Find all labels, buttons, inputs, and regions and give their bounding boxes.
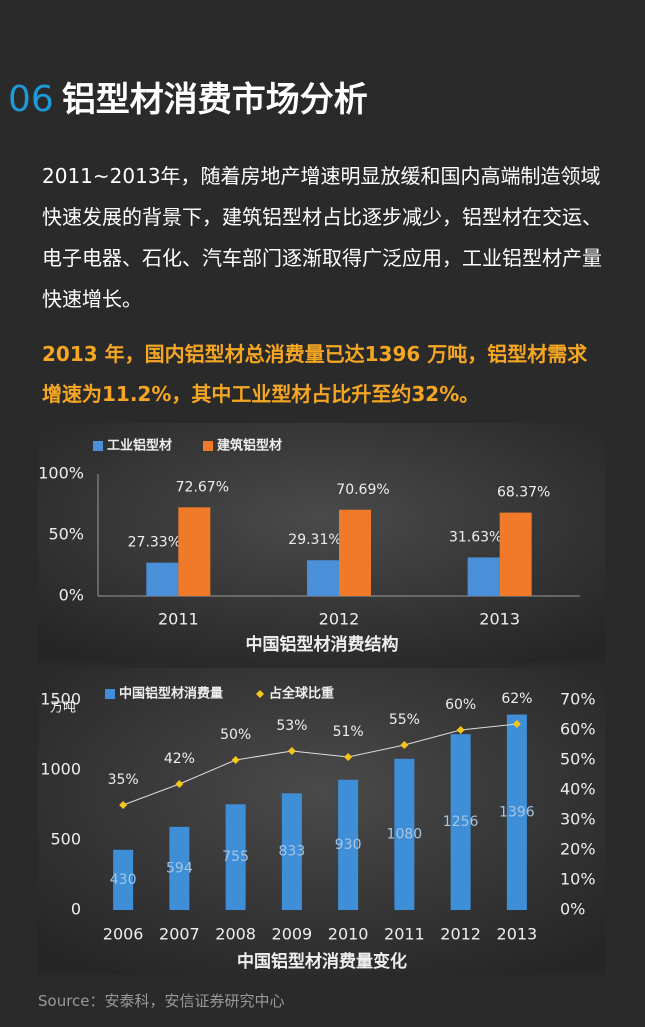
paragraph: 2011~2013年，随着房地产增速明显放缓和国内高端制造领域快速发展的背景下，… [42,164,602,311]
marker [231,756,240,764]
x-tick-label: 2013 [479,610,520,629]
marker [175,780,184,788]
data-label: 27.33% [128,535,181,551]
x-tick-label: 2011 [158,610,199,629]
marker [119,801,128,809]
data-label: 29.31% [288,532,341,548]
line [122,723,517,806]
legend-label: 中国铝型材消费量 [119,686,223,702]
data-label: 1396 [499,804,535,820]
bar [178,507,211,596]
bar [506,714,527,910]
bar [467,557,500,596]
marker [512,720,521,728]
highlight: 2013 年，国内铝型材总消费量已达1396 万吨，铝型材需求增速为11.2%，… [42,342,588,406]
y-tick-label: 1000 [40,760,81,779]
legend-label: 占全球比重 [269,686,334,702]
y2-tick-label: 10% [560,870,596,889]
source: Source：安泰科，安信证券研究中心 [38,992,285,1010]
header: 06 铝型材消费市场分析 [8,72,368,121]
x-tick-label: 2007 [159,925,200,944]
chart-title: 中国铝型材消费量变化 [237,951,407,972]
x-tick-label: 2009 [272,925,313,944]
data-label: 35% [108,772,139,788]
data-label: 31.63% [449,529,502,545]
bar [338,779,359,910]
bar [499,512,532,596]
x-tick-label: 2010 [328,925,369,944]
marker [400,741,409,749]
bar [146,562,179,596]
y2-tick-label: 0% [560,900,585,919]
legend-label: 建筑铝型材 [217,438,282,454]
data-label: 594 [166,860,193,876]
bar [225,804,246,910]
y2-tick-label: 40% [560,780,596,799]
y2-tick-label: 20% [560,840,596,859]
y2-tick-label: 50% [560,750,596,769]
x-tick-label: 2011 [384,925,425,944]
x-tick-label: 2013 [497,925,538,944]
data-label: 1256 [443,814,479,830]
data-label: 430 [110,872,137,888]
data-label: 72.67% [176,479,229,495]
y-axis-label: 万吨 [50,701,76,716]
y-tick-label: 100% [38,464,84,483]
bar [394,758,415,910]
legend-swatch [203,441,213,451]
legend-label: 工业铝型材 [107,438,172,454]
bar [339,509,371,596]
marker [287,747,296,755]
data-label: 55% [389,712,420,728]
section-number: 06 [8,79,54,120]
data-label: 930 [335,837,362,853]
data-label: 53% [276,718,307,734]
data-label: 833 [279,844,306,860]
legend-swatch [105,689,115,699]
bar [169,826,190,910]
x-tick-label: 2012 [319,610,360,629]
bar [307,560,339,596]
data-label: 60% [445,697,476,713]
data-label: 1080 [387,826,423,842]
bar [450,734,471,910]
chart-title: 中国铝型材消费结构 [246,634,399,655]
y-tick-label: 0% [59,586,84,605]
data-label: 755 [222,849,249,865]
legend-marker [256,690,264,698]
x-tick-label: 2006 [103,925,144,944]
data-label: 42% [164,751,195,767]
bar [113,849,134,910]
y2-tick-label: 70% [560,690,596,709]
y-tick-label: 0 [71,900,81,919]
data-label: 50% [220,727,251,743]
section-title: 铝型材消费市场分析 [61,80,368,120]
y2-tick-label: 60% [560,720,596,739]
data-label: 62% [501,691,532,707]
y-tick-label: 1500 [40,690,81,709]
data-label: 68.37% [497,485,550,501]
y-tick-label: 50% [48,525,84,544]
data-label: 70.69% [336,482,389,498]
marker [344,753,353,761]
legend-swatch [93,441,103,451]
bar [281,793,302,910]
marker [456,726,465,734]
y2-tick-label: 30% [560,810,596,829]
x-tick-label: 2008 [215,925,256,944]
x-tick-label: 2012 [440,925,481,944]
y-tick-label: 500 [50,830,81,849]
data-label: 51% [333,724,364,740]
